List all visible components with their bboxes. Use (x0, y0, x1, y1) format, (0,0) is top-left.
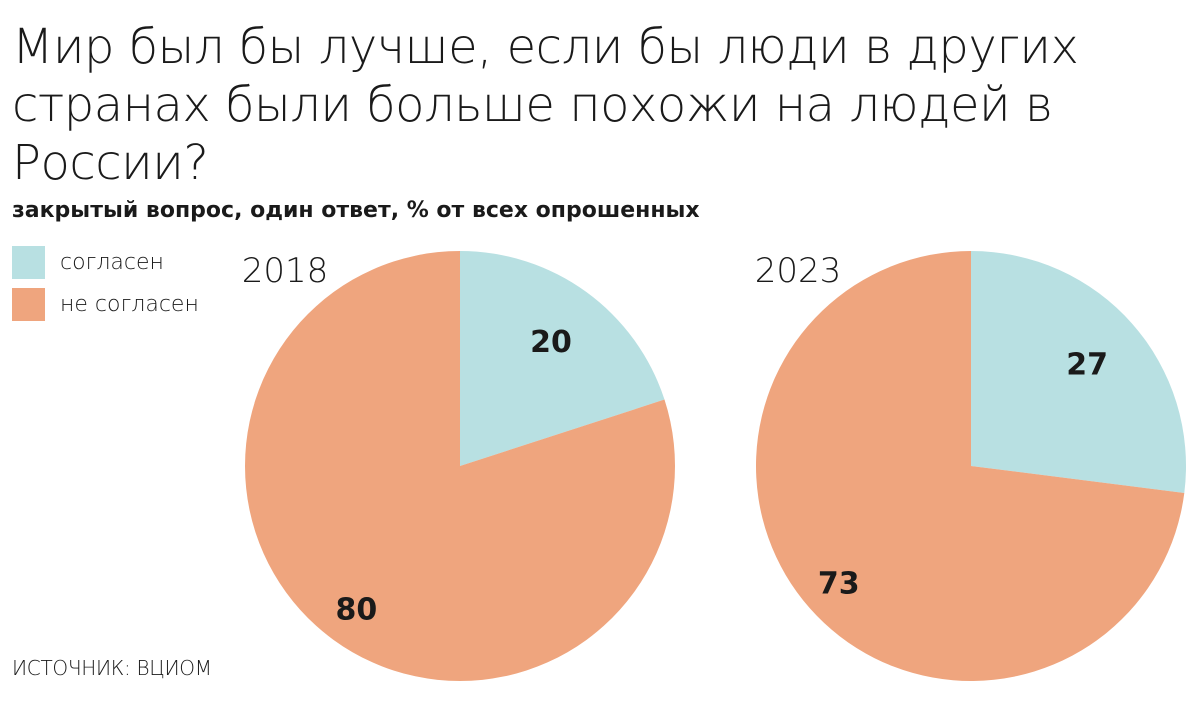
legend-label-agree: согласен (60, 249, 164, 275)
legend-item-agree: согласен (12, 244, 199, 280)
value-label-agree-2023: 27 (1066, 348, 1108, 383)
pie-slice-agree-2018 (460, 251, 665, 466)
year-label-2023: 2023 (755, 251, 842, 291)
value-label-disagree-2018: 80 (335, 593, 377, 628)
value-label-agree-2018: 20 (530, 325, 572, 360)
pie-slice-disagree-2023 (756, 251, 1185, 681)
year-label-2018: 2018 (242, 251, 329, 291)
pie-slice-agree-2023 (971, 251, 1186, 493)
legend-swatch-agree (12, 245, 45, 279)
legend-item-disagree: не согласен (12, 286, 199, 322)
legend: согласен не согласен (12, 244, 199, 328)
value-label-disagree-2023: 73 (818, 567, 860, 602)
pie-2023: 27 73 2023 (755, 251, 1186, 681)
pie-2018: 20 80 2018 (242, 251, 676, 681)
pie-slice-disagree-2018 (245, 251, 676, 681)
chart-title: Мир был бы лучше, если бы люди в других … (12, 19, 1079, 191)
chart-subtitle: закрытый вопрос, один ответ, % от всех о… (12, 198, 700, 223)
legend-swatch-disagree (12, 287, 45, 321)
source-note: ИСТОЧНИК: ВЦИОМ (12, 656, 212, 680)
legend-label-disagree: не согласен (60, 291, 199, 317)
